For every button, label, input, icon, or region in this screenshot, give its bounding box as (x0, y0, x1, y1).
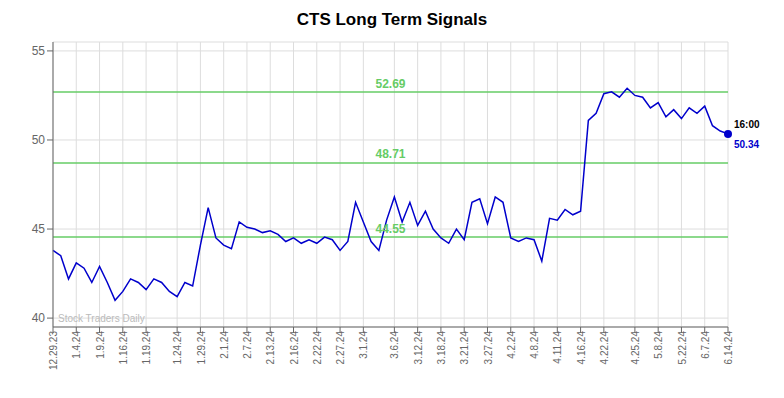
svg-text:2.22.24: 2.22.24 (312, 331, 323, 365)
svg-text:12.29.23: 12.29.23 (48, 331, 59, 370)
svg-text:3.18.24: 3.18.24 (436, 331, 447, 365)
svg-text:40: 40 (32, 311, 46, 325)
svg-text:6.14.24: 6.14.24 (723, 331, 734, 365)
html-text:CTS Long Term Signals: CTS Long Term Signals (296, 10, 488, 29)
svg-text:2.13.24: 2.13.24 (265, 331, 276, 365)
svg-text:5.22.24: 5.22.24 (677, 331, 688, 365)
svg-text:4.16.24: 4.16.24 (576, 331, 587, 365)
svg-text:4.8.24: 4.8.24 (529, 331, 540, 359)
svg-text:52.69: 52.69 (375, 77, 405, 91)
svg-text:44.55: 44.55 (375, 222, 405, 236)
svg-text:55: 55 (32, 44, 46, 58)
svg-text:6.7.24: 6.7.24 (700, 331, 711, 359)
svg-text:4.22.24: 4.22.24 (599, 331, 610, 365)
svg-text:2.16.24: 2.16.24 (289, 331, 300, 365)
svg-text:4.25.24: 4.25.24 (630, 331, 641, 365)
svg-text:1.29.24: 1.29.24 (196, 331, 207, 365)
svg-text:3.12.24: 3.12.24 (413, 331, 424, 365)
svg-text:4.11.24: 4.11.24 (552, 331, 563, 364)
svg-text:48.71: 48.71 (375, 147, 405, 161)
svg-text:2.1.24: 2.1.24 (219, 331, 230, 359)
svg-text:1.16.24: 1.16.24 (118, 331, 129, 365)
svg-text:50: 50 (32, 133, 46, 147)
svg-text:45: 45 (32, 222, 46, 236)
svg-text:16:00: 16:00 (734, 119, 760, 130)
svg-text:4.2.24: 4.2.24 (506, 331, 517, 359)
svg-text:5.8.24: 5.8.24 (653, 331, 664, 359)
svg-text:1.19.24: 1.19.24 (141, 331, 152, 365)
svg-text:1.9.24: 1.9.24 (95, 331, 106, 359)
svg-text:3.1.24: 3.1.24 (358, 331, 369, 359)
svg-text:Stock Traders Daily: Stock Traders Daily (58, 313, 145, 324)
svg-text:3.21.24: 3.21.24 (459, 331, 470, 365)
svg-text:3.6.24: 3.6.24 (389, 331, 400, 359)
svg-text:2.27.24: 2.27.24 (335, 331, 346, 365)
svg-text:1.4.24: 1.4.24 (71, 331, 82, 359)
svg-text:1.24.24: 1.24.24 (172, 331, 183, 365)
svg-text:3.27.24: 3.27.24 (483, 331, 494, 365)
svg-text:2.7.24: 2.7.24 (242, 331, 253, 359)
svg-text:50.34: 50.34 (734, 139, 759, 150)
